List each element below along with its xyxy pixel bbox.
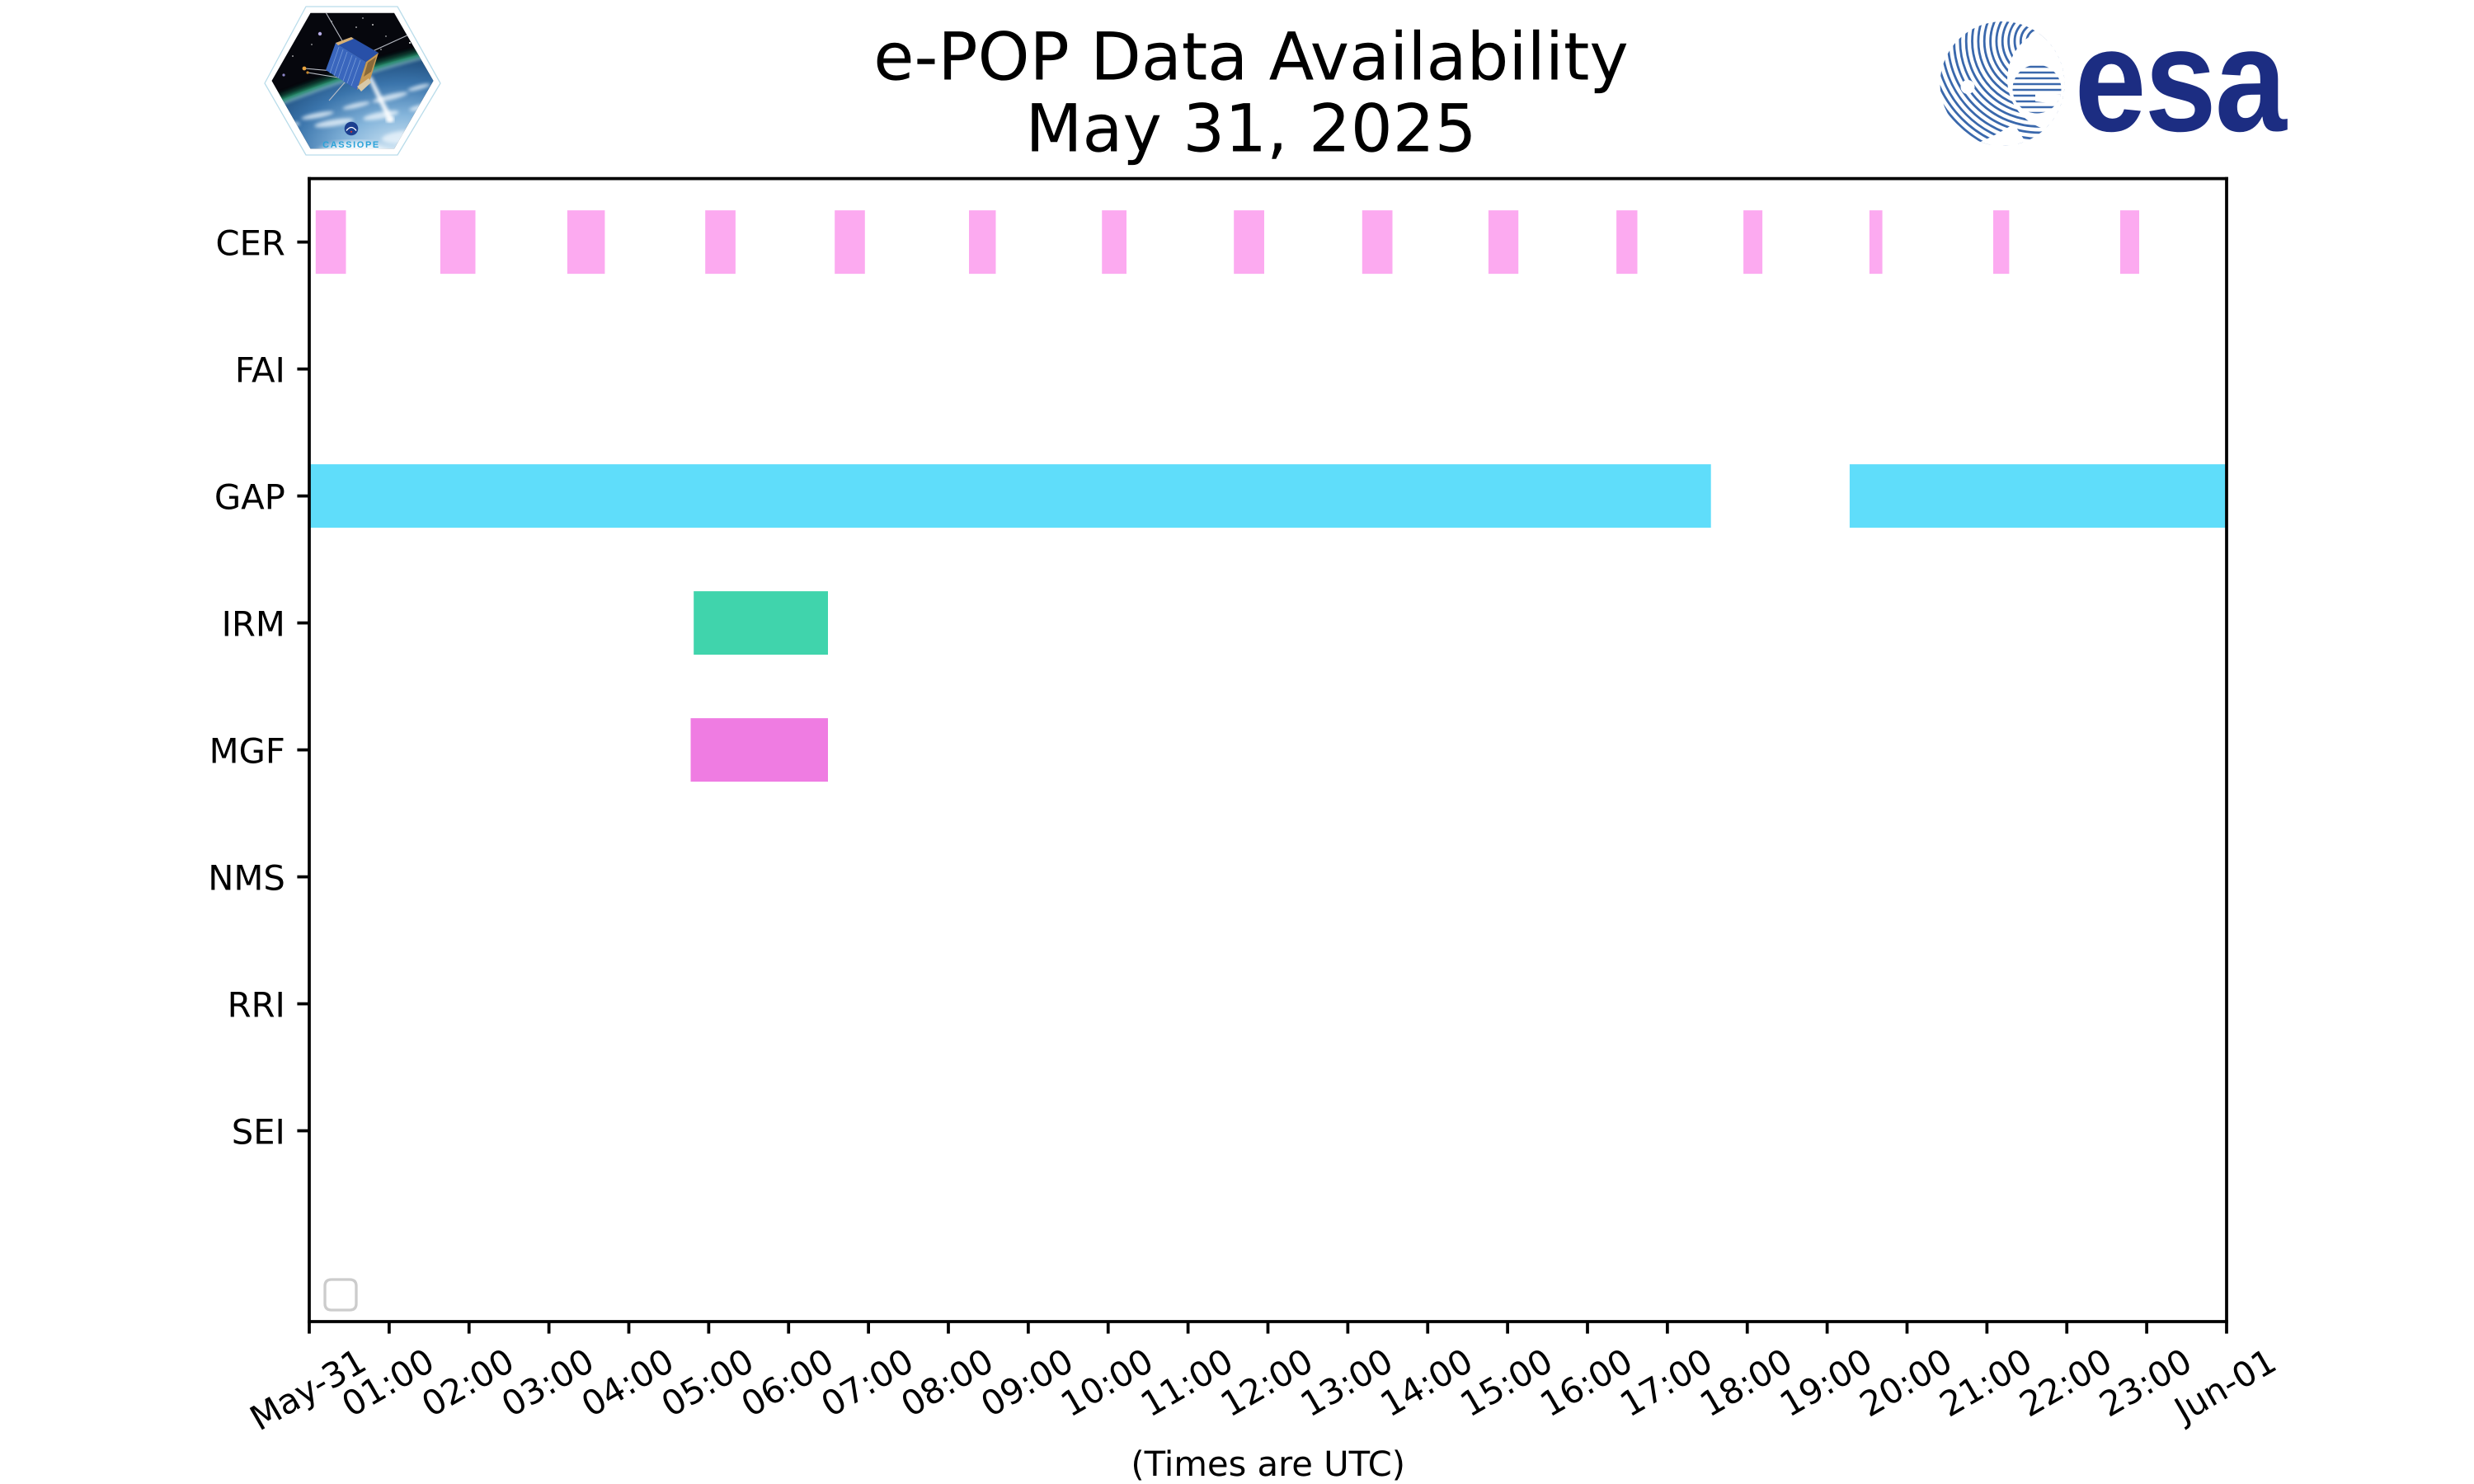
svg-text:CASSIOPE: CASSIOPE — [322, 140, 380, 150]
svg-text:esa: esa — [2075, 0, 2288, 162]
